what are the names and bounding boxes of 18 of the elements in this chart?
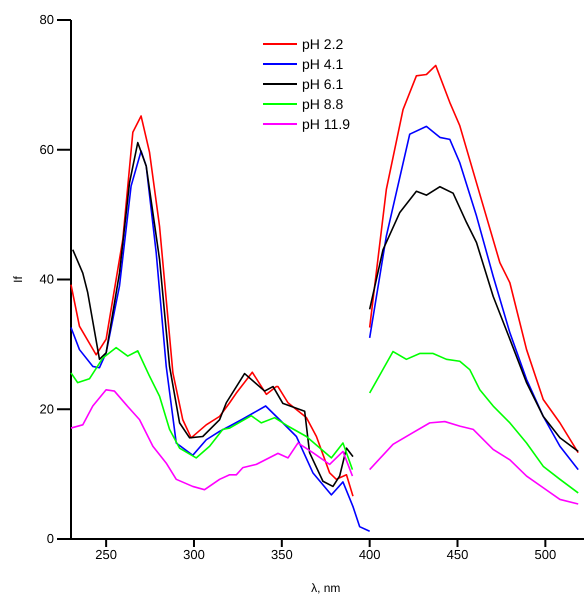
legend-label: pH 11.9: [302, 116, 350, 132]
y-tick-label: 80: [40, 12, 54, 28]
x-tick-label: 300: [183, 547, 205, 562]
y-tick-label: 20: [40, 401, 54, 416]
y-tick-label: 0: [46, 531, 54, 546]
legend-label: pH 8.8: [302, 96, 344, 112]
x-tick-label: 350: [270, 547, 293, 562]
x-tick-label: 500: [534, 547, 556, 562]
y-tick-label: 40: [40, 272, 54, 287]
legend-label: pH 4.1: [302, 56, 344, 72]
legend-label: pH 2.2: [302, 36, 344, 52]
legend-label: pH 6.1: [302, 76, 344, 92]
x-tick-label: 400: [358, 547, 381, 562]
x-tick-label: 250: [95, 547, 117, 562]
x-tick-label: 450: [446, 547, 468, 562]
y-tick-label: 60: [40, 142, 54, 157]
y-axis-title: If: [11, 276, 25, 283]
x-axis-title: λ, nm: [311, 581, 340, 595]
